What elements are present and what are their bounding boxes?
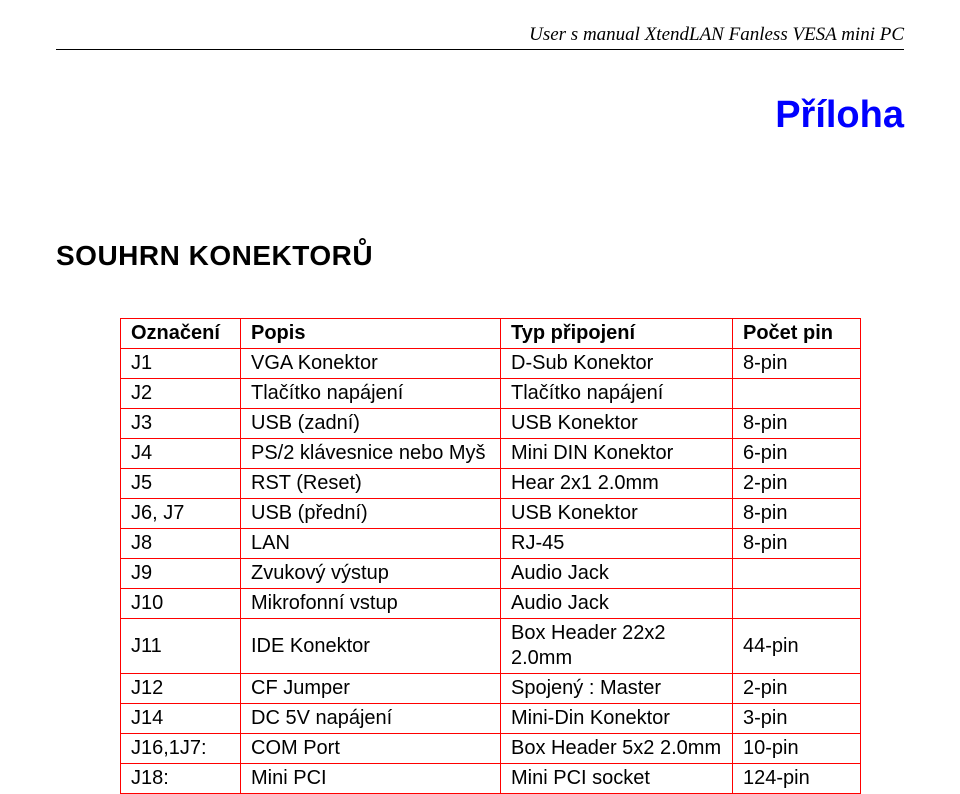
connector-table: Označení Popis Typ připojení Počet pin J… xyxy=(120,318,861,794)
table-row: J4 PS/2 klávesnice nebo Myš Mini DIN Kon… xyxy=(121,439,861,469)
header-rule xyxy=(56,49,904,50)
cell: J14 xyxy=(121,704,241,734)
cell: J16,1J7: xyxy=(121,734,241,764)
cell: 44-pin xyxy=(733,619,861,674)
connector-table-wrap: Označení Popis Typ připojení Počet pin J… xyxy=(120,318,860,794)
cell: J10 xyxy=(121,589,241,619)
cell: IDE Konektor xyxy=(241,619,501,674)
cell xyxy=(733,559,861,589)
cell: J1 xyxy=(121,349,241,379)
cell: J3 xyxy=(121,409,241,439)
cell: J6, J7 xyxy=(121,499,241,529)
running-head: User s manual XtendLAN Fanless VESA mini… xyxy=(529,24,904,46)
cell: 8-pin xyxy=(733,499,861,529)
table-row: J14 DC 5V napájení Mini-Din Konektor 3-p… xyxy=(121,704,861,734)
section-heading: SOUHRN KONEKTORŮ xyxy=(56,240,373,272)
cell: J2 xyxy=(121,379,241,409)
cell: LAN xyxy=(241,529,501,559)
cell: J4 xyxy=(121,439,241,469)
cell: USB (přední) xyxy=(241,499,501,529)
cell: 3-pin xyxy=(733,704,861,734)
col-header: Počet pin xyxy=(733,319,861,349)
table-row: J11 IDE Konektor Box Header 22x2 2.0mm 4… xyxy=(121,619,861,674)
cell: Mini-Din Konektor xyxy=(501,704,733,734)
cell: Hear 2x1 2.0mm xyxy=(501,469,733,499)
cell: Mikrofonní vstup xyxy=(241,589,501,619)
col-header: Typ připojení xyxy=(501,319,733,349)
cell: 8-pin xyxy=(733,349,861,379)
table-row: J18: Mini PCI Mini PCI socket 124-pin xyxy=(121,764,861,794)
cell: Audio Jack xyxy=(501,589,733,619)
table-row: J12 CF Jumper Spojený : Master 2-pin xyxy=(121,674,861,704)
cell: USB (zadní) xyxy=(241,409,501,439)
cell: 2-pin xyxy=(733,674,861,704)
cell: Audio Jack xyxy=(501,559,733,589)
table-row: J6, J7 USB (přední) USB Konektor 8-pin xyxy=(121,499,861,529)
table-row: J5 RST (Reset) Hear 2x1 2.0mm 2-pin xyxy=(121,469,861,499)
cell: RST (Reset) xyxy=(241,469,501,499)
cell: 10-pin xyxy=(733,734,861,764)
table-row: J1 VGA Konektor D-Sub Konektor 8-pin xyxy=(121,349,861,379)
cell: DC 5V napájení xyxy=(241,704,501,734)
cell: 2-pin xyxy=(733,469,861,499)
table-body: J1 VGA Konektor D-Sub Konektor 8-pin J2 … xyxy=(121,349,861,794)
cell: Mini PCI xyxy=(241,764,501,794)
cell: Spojený : Master xyxy=(501,674,733,704)
table-row: J9 Zvukový výstup Audio Jack xyxy=(121,559,861,589)
table-row: J10 Mikrofonní vstup Audio Jack xyxy=(121,589,861,619)
cell: RJ-45 xyxy=(501,529,733,559)
cell: Tlačítko napájení xyxy=(501,379,733,409)
table-row: J3 USB (zadní) USB Konektor 8-pin xyxy=(121,409,861,439)
cell: J12 xyxy=(121,674,241,704)
cell: J18: xyxy=(121,764,241,794)
cell: J9 xyxy=(121,559,241,589)
cell: Mini DIN Konektor xyxy=(501,439,733,469)
cell: VGA Konektor xyxy=(241,349,501,379)
table-row: J16,1J7: COM Port Box Header 5x2 2.0mm 1… xyxy=(121,734,861,764)
cell: Box Header 22x2 2.0mm xyxy=(501,619,733,674)
cell: Tlačítko napájení xyxy=(241,379,501,409)
cell: CF Jumper xyxy=(241,674,501,704)
cell: COM Port xyxy=(241,734,501,764)
cell: Box Header 5x2 2.0mm xyxy=(501,734,733,764)
table-row: J8 LAN RJ-45 8-pin xyxy=(121,529,861,559)
table-row: J2 Tlačítko napájení Tlačítko napájení xyxy=(121,379,861,409)
cell: J11 xyxy=(121,619,241,674)
cell: J8 xyxy=(121,529,241,559)
table-header-row: Označení Popis Typ připojení Počet pin xyxy=(121,319,861,349)
col-header: Popis xyxy=(241,319,501,349)
cell: Mini PCI socket xyxy=(501,764,733,794)
cell: D-Sub Konektor xyxy=(501,349,733,379)
cell xyxy=(733,589,861,619)
cell: J5 xyxy=(121,469,241,499)
cell: USB Konektor xyxy=(501,499,733,529)
cell: 124-pin xyxy=(733,764,861,794)
cell: PS/2 klávesnice nebo Myš xyxy=(241,439,501,469)
cell xyxy=(733,379,861,409)
cell: Zvukový výstup xyxy=(241,559,501,589)
appendix-title: Příloha xyxy=(775,94,904,137)
col-header: Označení xyxy=(121,319,241,349)
cell: 6-pin xyxy=(733,439,861,469)
cell: USB Konektor xyxy=(501,409,733,439)
cell: 8-pin xyxy=(733,409,861,439)
cell: 8-pin xyxy=(733,529,861,559)
